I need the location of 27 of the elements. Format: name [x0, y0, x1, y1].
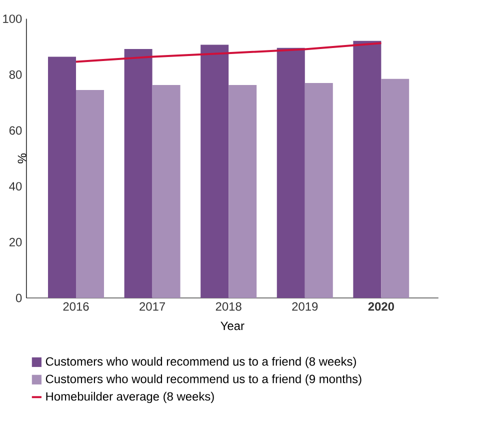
bar: [152, 84, 180, 298]
line-series: [75, 42, 382, 63]
y-tick-label: 40: [9, 182, 22, 191]
bar: [304, 83, 333, 298]
y-tick-label: 0: [16, 294, 22, 302]
x-axis-title: Year: [220, 322, 244, 330]
x-tick-label: 2020: [368, 302, 394, 311]
bar: [381, 78, 410, 298]
y-tick-label: 100: [3, 14, 22, 24]
legend-label: Customers who would recommend us to a friend (8 weeks): [46, 356, 356, 368]
bar: [124, 48, 152, 298]
bar: [200, 44, 229, 298]
bar: [276, 48, 305, 298]
x-tick-label: 2017: [140, 302, 165, 311]
legend-label: Customers who would recommend us to a friend (9 months): [46, 374, 362, 386]
bar: [228, 84, 257, 298]
x-tick-label: 2019: [292, 302, 318, 311]
x-tick-label: 2016: [63, 302, 89, 311]
y-tick-label: 80: [9, 70, 22, 79]
x-tick-label: 2018: [216, 302, 242, 311]
bar: [48, 56, 76, 298]
y-axis-title: %: [18, 153, 26, 164]
y-tick-label: 20: [9, 238, 22, 246]
y-tick-label: 60: [9, 126, 22, 135]
bar: [353, 40, 382, 298]
bar: [76, 90, 104, 298]
legend-label: Homebuilder average (8 weeks): [46, 392, 214, 404]
